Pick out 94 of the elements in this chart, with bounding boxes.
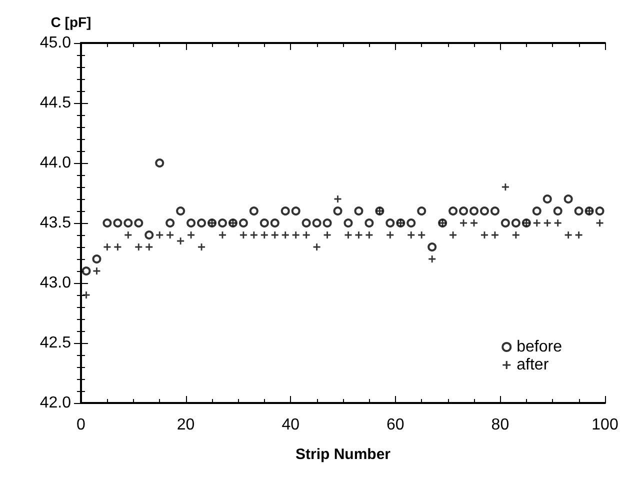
point bbox=[512, 232, 520, 238]
point bbox=[406, 218, 416, 228]
point bbox=[197, 218, 206, 228]
point bbox=[177, 238, 184, 244]
point bbox=[166, 218, 175, 228]
point bbox=[542, 194, 552, 204]
point bbox=[364, 218, 374, 228]
point bbox=[459, 206, 468, 216]
point bbox=[564, 232, 572, 238]
point bbox=[249, 206, 258, 216]
point bbox=[114, 244, 122, 250]
point bbox=[240, 232, 247, 238]
point bbox=[355, 232, 362, 238]
point bbox=[417, 206, 426, 216]
point bbox=[502, 184, 509, 190]
point bbox=[448, 206, 458, 216]
point bbox=[134, 218, 144, 228]
point bbox=[386, 232, 394, 238]
point bbox=[93, 268, 100, 274]
point bbox=[312, 218, 322, 228]
point bbox=[291, 206, 300, 216]
point bbox=[260, 232, 268, 238]
point bbox=[334, 196, 342, 202]
point bbox=[333, 206, 342, 216]
point bbox=[595, 206, 604, 216]
point bbox=[554, 220, 562, 226]
point bbox=[218, 218, 227, 228]
point bbox=[544, 220, 551, 226]
point bbox=[166, 232, 174, 238]
point bbox=[144, 230, 154, 240]
point bbox=[532, 206, 542, 216]
point bbox=[104, 244, 111, 250]
point bbox=[564, 194, 573, 204]
x-tick-label: 20 bbox=[176, 416, 195, 434]
point bbox=[135, 244, 142, 250]
point bbox=[250, 232, 258, 238]
y-tick-label: 44.0 bbox=[40, 154, 72, 172]
y-tick-label: 43.5 bbox=[40, 214, 72, 232]
point bbox=[490, 206, 500, 216]
point bbox=[500, 218, 510, 228]
y-tick-label: 45.0 bbox=[40, 34, 72, 52]
point bbox=[553, 206, 562, 216]
y-tick-label: 44.5 bbox=[40, 94, 72, 112]
point bbox=[146, 244, 153, 250]
y-tick-label: 42.0 bbox=[40, 394, 72, 412]
point bbox=[408, 232, 415, 238]
point bbox=[282, 232, 289, 238]
point bbox=[124, 232, 132, 238]
point bbox=[313, 244, 320, 250]
point bbox=[322, 218, 332, 228]
point bbox=[292, 232, 300, 238]
point bbox=[418, 232, 426, 238]
point bbox=[470, 206, 478, 216]
y-tick-label: 42.5 bbox=[40, 334, 72, 352]
x-tick-label: 80 bbox=[491, 416, 510, 434]
point bbox=[302, 218, 311, 228]
point bbox=[344, 218, 353, 228]
point bbox=[533, 220, 540, 226]
legend-label: after bbox=[516, 356, 550, 374]
y-tick-label: 43.0 bbox=[40, 274, 72, 292]
point bbox=[124, 218, 133, 228]
point bbox=[271, 232, 278, 238]
point bbox=[324, 232, 331, 238]
point bbox=[113, 218, 122, 228]
point bbox=[176, 206, 186, 216]
point bbox=[354, 206, 364, 216]
point bbox=[428, 256, 436, 262]
x-tick-label: 60 bbox=[386, 416, 404, 434]
x-tick-label: 0 bbox=[76, 416, 86, 434]
point bbox=[156, 232, 164, 238]
legend-label: before bbox=[516, 338, 562, 356]
point bbox=[574, 206, 584, 216]
point bbox=[155, 158, 164, 168]
x-axis-title: Strip Number bbox=[295, 446, 391, 463]
point bbox=[596, 220, 604, 226]
point bbox=[511, 218, 520, 228]
point bbox=[82, 266, 91, 276]
point bbox=[238, 218, 248, 228]
x-tick-label: 40 bbox=[282, 416, 300, 434]
point bbox=[386, 218, 395, 228]
point bbox=[260, 218, 269, 228]
point bbox=[344, 232, 352, 238]
point bbox=[575, 232, 582, 238]
point bbox=[102, 218, 112, 228]
point bbox=[280, 206, 290, 216]
point bbox=[428, 242, 437, 252]
point bbox=[270, 218, 280, 228]
point bbox=[480, 206, 489, 216]
point bbox=[92, 254, 102, 264]
y-axis-title: C [pF] bbox=[50, 14, 92, 30]
point bbox=[366, 232, 373, 238]
point bbox=[302, 232, 310, 238]
point bbox=[186, 218, 196, 228]
x-tick-label: 100 bbox=[592, 416, 618, 434]
